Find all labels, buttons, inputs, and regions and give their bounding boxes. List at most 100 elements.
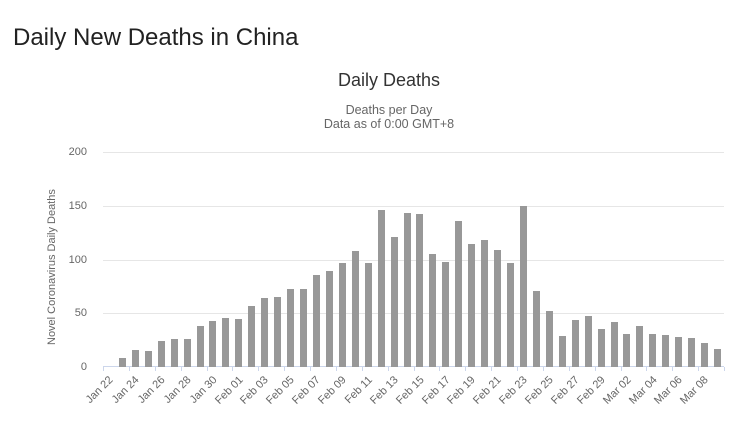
x-tick-mark <box>232 367 234 371</box>
x-axis-label-mar-04: Mar 04 <box>626 374 660 407</box>
bar-feb-05[interactable] <box>287 288 295 367</box>
x-axis-label-mar-06: Mar 06 <box>652 374 686 407</box>
x-tick-mark <box>284 367 286 371</box>
gridline-y-150 <box>103 205 724 207</box>
bar-mar-04[interactable] <box>649 333 657 367</box>
bar-feb-09[interactable] <box>338 262 346 367</box>
x-tick-mark <box>672 367 674 371</box>
x-axis-label-jan-30: Jan 30 <box>187 374 220 406</box>
x-axis-label-feb-27: Feb 27 <box>549 374 582 407</box>
x-axis-label-jan-24: Jan 24 <box>109 374 142 406</box>
bar-feb-18[interactable] <box>455 220 463 367</box>
bar-mar-07[interactable] <box>688 337 696 367</box>
bar-jan-30[interactable] <box>209 320 217 367</box>
x-tick-mark <box>128 367 130 371</box>
x-axis-label-mar-08: Mar 08 <box>678 374 712 407</box>
x-axis-label-feb-13: Feb 13 <box>367 374 401 407</box>
x-axis-label-feb-07: Feb 07 <box>290 374 323 407</box>
bar-feb-13[interactable] <box>390 236 398 367</box>
bar-jan-25[interactable] <box>144 350 152 367</box>
x-axis-label-feb-23: Feb 23 <box>497 374 530 407</box>
x-tick-mark <box>103 367 104 371</box>
x-tick-mark <box>180 367 182 371</box>
bar-feb-17[interactable] <box>442 261 450 367</box>
x-tick-mark <box>154 367 156 371</box>
bar-feb-06[interactable] <box>300 288 308 367</box>
bar-jan-27[interactable] <box>170 339 178 367</box>
x-tick-mark <box>620 367 622 371</box>
x-axis-line <box>103 366 724 367</box>
x-tick-mark <box>542 367 544 371</box>
x-axis-label-feb-01: Feb 01 <box>212 374 246 407</box>
bar-feb-24[interactable] <box>532 290 540 367</box>
bar-feb-21[interactable] <box>494 249 502 367</box>
bar-jan-23[interactable] <box>118 358 126 367</box>
x-axis-label-jan-26: Jan 26 <box>135 374 168 406</box>
bar-feb-07[interactable] <box>312 274 320 367</box>
bar-feb-10[interactable] <box>351 250 359 367</box>
x-axis-label-feb-03: Feb 03 <box>238 374 272 407</box>
page-title: Daily New Deaths in China <box>13 24 299 52</box>
bar-jan-29[interactable] <box>196 326 204 367</box>
gridline-y-100 <box>103 259 724 261</box>
y-axis-label-200: 200 <box>68 146 87 158</box>
bar-jan-31[interactable] <box>222 317 230 367</box>
x-tick-mark <box>646 367 648 371</box>
x-tick-mark <box>568 367 570 371</box>
bar-mar-02[interactable] <box>623 333 631 367</box>
bar-feb-25[interactable] <box>545 311 553 367</box>
bar-feb-11[interactable] <box>364 262 372 367</box>
x-axis-label-jan-22: Jan 22 <box>84 374 116 406</box>
x-tick-mark <box>465 367 467 371</box>
x-tick-mark <box>310 367 311 371</box>
bar-feb-16[interactable] <box>429 254 437 367</box>
x-tick-mark <box>361 367 363 371</box>
bar-feb-28[interactable] <box>584 316 592 367</box>
plot-area <box>103 152 724 367</box>
bar-feb-22[interactable] <box>507 262 515 367</box>
y-axis-label-150: 150 <box>68 199 87 212</box>
gridline-y-50 <box>103 313 724 315</box>
bar-mar-06[interactable] <box>675 336 683 367</box>
y-axis-label-100: 100 <box>68 253 87 266</box>
gridline-y-200 <box>103 152 724 153</box>
x-tick-mark <box>439 367 441 371</box>
bar-feb-29[interactable] <box>597 329 605 367</box>
bar-mar-09[interactable] <box>714 348 722 367</box>
bar-jan-28[interactable] <box>183 339 191 367</box>
x-axis-label-feb-05: Feb 05 <box>264 374 298 407</box>
y-axis-title: Novel Coronavirus Daily Deaths <box>46 189 58 345</box>
x-tick-mark <box>724 367 725 371</box>
x-tick-mark <box>206 367 208 371</box>
x-tick-mark <box>258 367 260 371</box>
bar-jan-24[interactable] <box>131 349 139 367</box>
bar-feb-03[interactable] <box>261 298 269 367</box>
bar-feb-26[interactable] <box>558 335 566 367</box>
x-tick-mark <box>517 367 518 371</box>
x-axis-label-jan-28: Jan 28 <box>161 374 194 406</box>
bar-feb-14[interactable] <box>403 213 411 367</box>
x-tick-mark <box>698 367 700 371</box>
bar-feb-20[interactable] <box>481 240 489 367</box>
bar-mar-08[interactable] <box>701 343 709 367</box>
bar-feb-15[interactable] <box>416 214 424 367</box>
bar-feb-27[interactable] <box>571 319 579 367</box>
bar-mar-01[interactable] <box>610 321 618 367</box>
bar-mar-05[interactable] <box>662 334 670 367</box>
bar-jan-26[interactable] <box>157 341 165 367</box>
bar-feb-23[interactable] <box>519 205 527 367</box>
y-axis-label-50: 50 <box>74 307 87 320</box>
x-tick-mark <box>594 367 596 371</box>
bar-feb-04[interactable] <box>274 297 282 367</box>
bar-feb-19[interactable] <box>468 244 476 367</box>
bar-feb-02[interactable] <box>248 305 256 367</box>
x-tick-mark <box>491 367 493 371</box>
x-axis-label-feb-09: Feb 09 <box>316 374 349 407</box>
bar-feb-01[interactable] <box>235 318 243 367</box>
bar-feb-12[interactable] <box>377 210 385 367</box>
x-axis-label-feb-19: Feb 19 <box>445 374 479 407</box>
x-axis-label-feb-21: Feb 21 <box>471 374 505 407</box>
bar-feb-08[interactable] <box>325 271 333 367</box>
x-axis-label-mar-02: Mar 02 <box>600 374 634 407</box>
bar-mar-03[interactable] <box>636 326 644 367</box>
